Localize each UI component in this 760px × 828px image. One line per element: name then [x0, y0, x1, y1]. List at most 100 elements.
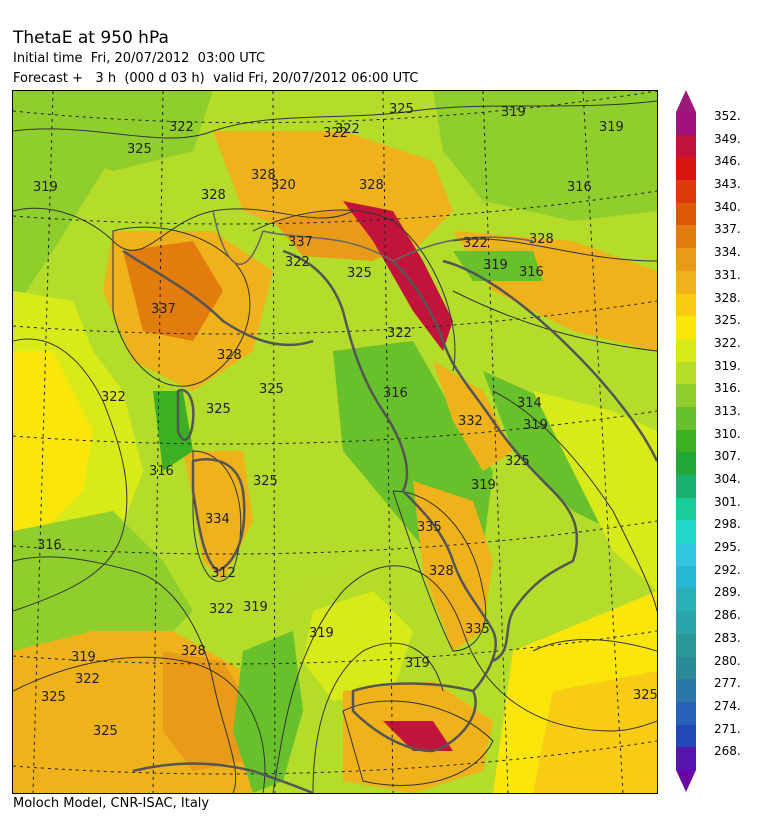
- field-region-s-green: [233, 631, 303, 793]
- contour-label: 325: [253, 474, 278, 489]
- contour-label: 319: [599, 120, 624, 135]
- borders: [212, 210, 534, 266]
- colorbar-segment: [676, 679, 696, 703]
- colorbar-label: 337.: [714, 222, 741, 237]
- contour-label: 322: [335, 122, 360, 137]
- colorbar-label: 307.: [714, 449, 741, 464]
- field-region-s-yellow: [303, 591, 413, 701]
- colorbar-label: 349.: [714, 131, 741, 146]
- colorbar-min-arrow: [676, 770, 696, 792]
- contour-label: 332: [458, 414, 483, 429]
- contour-label: 325: [389, 102, 414, 117]
- contour-label: 325: [206, 402, 231, 417]
- colorbar-label: 271.: [714, 721, 741, 736]
- colorbar-label: 334.: [714, 245, 741, 260]
- colorbar-segment: [676, 202, 696, 226]
- colorbar-label: 268.: [714, 744, 741, 759]
- forecast-valid-time: Forecast + 3 h (000 d 03 h) valid Fri, 2…: [13, 71, 419, 86]
- contour-lines: [13, 100, 657, 793]
- contour-label: 316: [37, 538, 62, 553]
- field-region-adriatic-green: [483, 371, 613, 531]
- field-region-sicily-core: [383, 721, 453, 751]
- colorbar-label: 310.: [714, 426, 741, 441]
- colorbar-segment: [676, 429, 696, 453]
- colorbar-segment: [676, 747, 696, 771]
- contour-label: 337: [288, 235, 313, 250]
- contour-label: 319: [309, 626, 334, 641]
- contour-label: 322: [463, 236, 488, 251]
- contour-label: 319: [501, 105, 526, 120]
- colorbar-segment: [676, 134, 696, 158]
- colorbar-segment: [676, 565, 696, 589]
- field-region-sw-green: [13, 511, 193, 661]
- contour-label: 322: [75, 672, 100, 687]
- colorbar-label: 352.: [714, 109, 741, 123]
- chart-title: ThetaE at 950 hPa: [13, 28, 169, 48]
- field-region-balkans: [533, 391, 657, 591]
- field-region-corsica-green: [153, 391, 193, 471]
- contour-label: 334: [205, 512, 230, 527]
- contour-label: 319: [243, 600, 268, 615]
- colorbar-label: 292.: [714, 562, 741, 577]
- contour-label: 322: [387, 326, 412, 341]
- contour-label: 325: [633, 688, 657, 703]
- contour-label: 322: [209, 602, 234, 617]
- contour-label: 316: [383, 386, 408, 401]
- colorbar-label: 313.: [714, 403, 741, 418]
- contour-label: 335: [465, 622, 490, 637]
- contour-label: 325: [93, 724, 118, 739]
- contour-label: 312: [211, 566, 236, 581]
- colorbar-label: 319.: [714, 358, 741, 373]
- colorbar-segment: [676, 701, 696, 726]
- colorbar-segment: [676, 293, 696, 317]
- contour-label: 322: [169, 120, 194, 135]
- contour-label: 316: [519, 265, 544, 280]
- colorbar-label: 328.: [714, 290, 741, 305]
- colorbar-label: 301.: [714, 494, 741, 509]
- contour-label: 316: [567, 180, 592, 195]
- contour-label: 337: [151, 302, 176, 317]
- colorbar-max-arrow: [676, 90, 696, 112]
- field-region-adriatic-orange: [433, 361, 513, 471]
- colorbar-label: 289.: [714, 585, 741, 600]
- field-region-sardinia: [183, 451, 253, 581]
- colorbar-segment: [676, 611, 696, 635]
- contour-label: 328: [429, 564, 454, 579]
- contour-label: 319: [471, 478, 496, 493]
- colorbar-label: 325.: [714, 313, 741, 328]
- colorbar-segment: [676, 157, 696, 181]
- contour-label: 322: [285, 255, 310, 270]
- colorbar-segment: [676, 543, 696, 567]
- colorbar-segment: [676, 112, 696, 136]
- colorbar-label: 283.: [714, 630, 741, 645]
- thetae-map: 322 325 319 319 322 325 322 319 328 328 320 328 316 3…: [12, 90, 658, 794]
- contour-label: 335: [417, 520, 442, 535]
- colorbar-label: 316.: [714, 381, 741, 396]
- contour-label: 328: [217, 348, 242, 363]
- colorbar-segment: [676, 338, 696, 363]
- contour-label: 319: [523, 418, 548, 433]
- field-region-n-green: [43, 91, 213, 171]
- field-region-se-core: [533, 671, 657, 793]
- colorbar-label: 298.: [714, 517, 741, 532]
- colorbar-label: 274.: [714, 698, 741, 713]
- contour-label: 328: [529, 232, 554, 247]
- colorbar-segment: [676, 520, 696, 544]
- colorbar-segment: [676, 316, 696, 340]
- colorbar-segment: [676, 588, 696, 612]
- colorbar-label: 277.: [714, 676, 741, 691]
- colorbar-label: 346.: [714, 154, 741, 169]
- contour-label: 322: [323, 126, 348, 141]
- contour-label: 328: [359, 178, 384, 193]
- contour-label: 319: [483, 258, 508, 273]
- colorbar-label: 343.: [714, 177, 741, 192]
- colorbar-segments: [676, 112, 696, 771]
- colorbar-segment: [676, 497, 696, 521]
- colorbar-label: 280.: [714, 653, 741, 668]
- colorbar: [676, 90, 696, 792]
- colorbar-labels: 352. 349. 346. 343. 340. 337. 334. 331. 328. 325.…: [714, 90, 760, 792]
- field-region-sw-core: [163, 651, 253, 771]
- colorbar-label: 304.: [714, 472, 741, 487]
- initial-time: Initial time Fri, 20/07/2012 03:00 UTC: [13, 51, 266, 66]
- contour-label: 325: [259, 382, 284, 397]
